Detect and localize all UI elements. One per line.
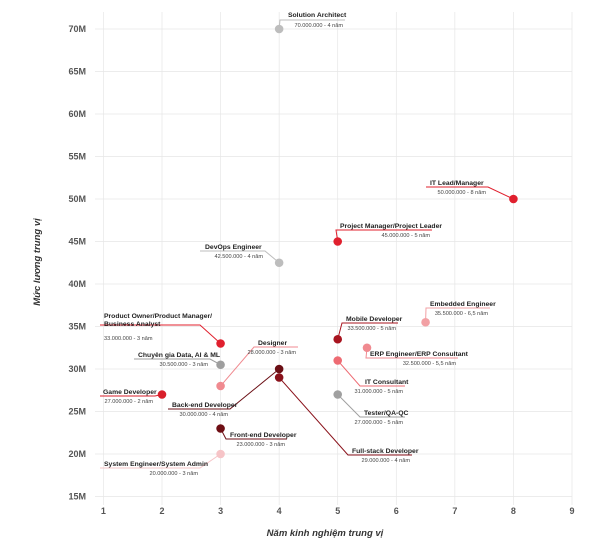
data-point [216,381,225,391]
point-detail: 32.500.000 - 5,5 năm [403,361,457,367]
point-detail: 70.000.000 - 4 năm [294,23,343,29]
y-tick-label: 65M [68,67,86,77]
point-detail: 27.000.000 - 2 năm [104,399,153,405]
x-axis-title: Năm kinh nghiệm trung vị [267,528,384,539]
point-label: IT Consultant [365,379,409,386]
leader-line [100,453,221,469]
point-label: Designer [258,340,287,347]
y-axis-ticks: 15M 20M 25M 30M 35M 40M 45M 50M 55M 60M 65M 70M [68,24,86,502]
leader-line [337,322,398,340]
point-label: IT Lead/Manager [430,180,484,187]
x-axis-ticks: 1 2 3 4 5 6 7 8 9 [101,506,575,516]
y-tick-label: 55M [68,152,86,162]
point-label: Game Developer [103,389,157,396]
data-point [333,334,343,344]
point-detail: 20.000.000 - 3 năm [149,471,198,477]
point-label: Front-end Developer [230,432,297,439]
data-point [333,356,343,365]
data-point [157,390,167,399]
data-point [509,194,518,204]
leader-line [200,250,280,264]
x-tick-label: 5 [335,506,340,516]
leader-line [425,307,490,323]
leader-line [100,324,221,344]
point-label: Product Owner/Product Manager/ [104,313,212,320]
point-label: Mobile Developer [346,316,403,323]
point-label: ERP Engineer/ERP Consultant [370,351,469,358]
x-tick-label: 8 [511,506,516,516]
point-label: Back-end Developer [172,402,238,409]
y-tick-label: 35M [68,322,86,332]
x-tick-label: 9 [569,506,574,516]
data-point [333,390,343,399]
y-tick-label: 20M [68,449,86,459]
point-detail: 35.500.000 - 6,5 năm [435,311,489,317]
leader-line [278,377,412,456]
data-point [274,258,284,268]
data-point [216,339,225,348]
point-detail: 42.500.000 - 4 năm [214,254,263,260]
y-tick-label: 15M [68,492,86,502]
point-detail: 50.000.000 - 8 năm [437,190,486,196]
point-detail: 27.000.000 - 5 năm [354,420,403,426]
data-point [274,373,284,382]
point-detail: 23.000.000 - 3 năm [236,442,285,448]
point-detail: 28.000.000 - 3 năm [247,350,296,356]
x-tick-label: 2 [159,506,164,516]
data-point [274,24,284,34]
point-labels: Solution Architect 70.000.000 - 4 năm IT L… [103,12,496,477]
point-detail: 33.500.000 - 5 năm [347,326,396,332]
data-points [157,24,518,459]
point-detail: 30.000.000 - 4 năm [179,412,228,418]
point-label: Tester/QA-QC [364,410,409,417]
y-tick-label: 30M [68,364,86,374]
data-point [333,237,343,246]
x-tick-label: 1 [101,506,106,516]
leader-line [426,186,514,200]
y-axis-title: Mức lương trung vị [32,218,43,306]
leader-lines [100,19,514,469]
leader-line [337,394,405,418]
point-detail: 30.500.000 - 3 năm [159,362,208,368]
leader-line [220,346,298,387]
data-point [216,449,225,459]
data-point [274,364,284,374]
data-point [421,317,430,327]
point-label: System Engineer/System Admin [104,461,208,468]
point-detail: 31.000.000 - 5 năm [354,389,403,395]
point-detail: 33.000.000 - 3 năm [104,336,153,342]
x-tick-label: 3 [218,506,223,516]
point-label: Full-stack Developer [352,448,419,455]
x-tick-label: 7 [452,506,457,516]
point-label: Project Manager/Project Leader [340,223,442,230]
leader-line [168,368,280,410]
y-tick-label: 40M [68,279,86,289]
y-tick-label: 60M [68,109,86,119]
y-tick-label: 25M [68,407,86,417]
data-point [216,424,225,433]
grid-lines [95,12,573,505]
y-tick-label: 50M [68,194,86,204]
point-label: Embedded Engineer [430,301,496,308]
point-label: Chuyên gia Data, AI & ML [138,352,220,359]
x-tick-label: 4 [277,506,282,516]
x-tick-label: 6 [394,506,399,516]
data-point [362,343,372,353]
leader-line [337,360,405,387]
point-detail: 45.000.000 - 5 năm [381,233,430,239]
y-tick-label: 45M [68,237,86,247]
point-detail: 29.000.000 - 4 năm [361,458,410,464]
point-label: Solution Architect [288,12,347,19]
y-tick-label: 70M [68,24,86,34]
data-point [216,360,225,370]
point-label-line2: Business Analyst [104,321,161,328]
point-label: DevOps Engineer [205,244,262,251]
